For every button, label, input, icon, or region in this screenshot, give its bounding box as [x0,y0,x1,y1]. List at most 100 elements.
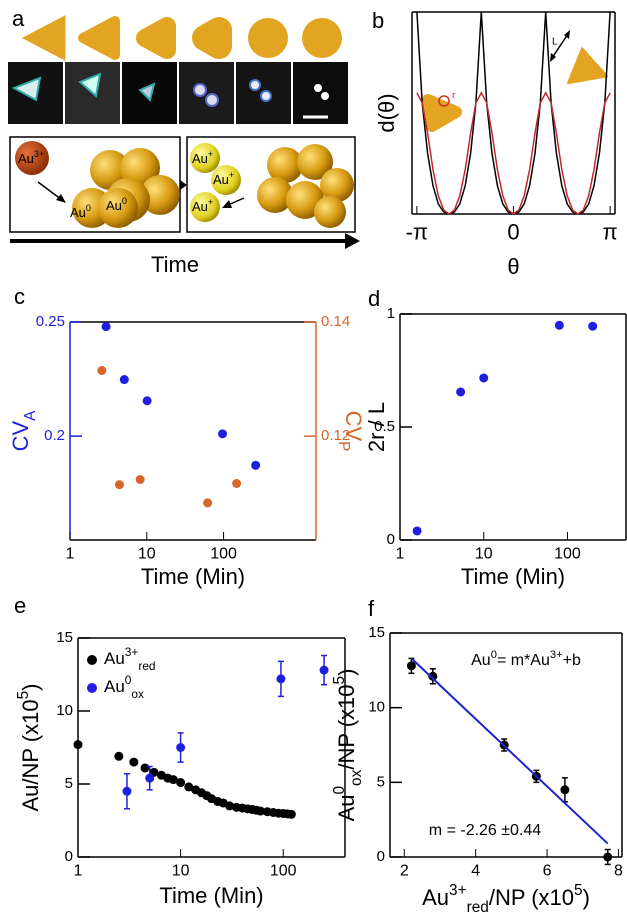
point [428,671,438,681]
y2-tick-label: 0.14 [321,313,350,330]
point [554,320,564,330]
text-part: ) [18,684,43,691]
text-part: Au [106,198,122,213]
ion [211,165,241,195]
arrow [222,200,232,208]
y-tick-label: 5 [65,775,73,792]
text-part: 5 [15,691,32,700]
point [319,665,329,675]
arrow [180,180,187,190]
point [251,460,261,470]
shape [21,15,66,61]
text-part: Au [422,885,449,910]
x-tick-label: 10 [172,863,190,880]
x-tick-label: 8 [614,863,623,880]
text-part: ) [583,885,590,910]
shape [248,18,288,58]
ion-label: Au+ [192,149,213,166]
panel-label: d [368,286,380,311]
text-part: 3+ [550,649,563,661]
point [176,778,186,788]
legend-label: Au0ox [104,673,144,701]
point [142,396,152,406]
y-axis-label: Au/NP (x105) [15,684,43,812]
ion-label: Au0 [106,196,127,213]
text-part: Au [213,172,229,187]
text-part: /NP (x10 [489,885,574,910]
text-part: + [229,170,234,180]
annotation: m = -2.26 ±0.44 [429,822,542,839]
point [145,773,155,783]
text-part: Au [192,199,208,214]
arrow [227,197,245,206]
panel-label: c [14,284,25,309]
text-part: A [22,410,39,421]
point [255,806,265,816]
y-tick-label: 10 [368,699,385,716]
point [101,322,111,332]
point [603,852,613,862]
time-arrow [345,233,360,249]
text-part: Au [334,794,359,821]
text-part: 5 [331,676,348,685]
text-part: Au [18,151,34,166]
legend-label: Au3+red [104,645,156,673]
text-part: ) [334,669,359,676]
panel-label: a [12,6,25,31]
point [232,479,242,489]
y-tick-label: 0.5 [374,418,395,435]
ion-label: Au+ [213,170,234,187]
x-tick-label: 2 [400,863,409,880]
x-tick-label: 100 [210,546,237,563]
x-axis-label: θ [507,254,519,279]
ion-label: Au+ [192,197,213,214]
x-axis-label: Time (Min) [159,883,263,908]
text-part: 0 [491,649,497,661]
y-tick-label: 0.25 [36,313,65,330]
point [406,661,416,671]
point [168,775,178,785]
x-axis-label: Time (Min) [141,564,245,589]
inset: L r [422,30,609,132]
text-part: = m*Au [497,652,550,669]
panel-a: a [8,6,360,277]
inset-label: L [552,37,558,48]
point [479,373,489,383]
y-axis-label: 2r / L [364,402,389,452]
shape [78,16,120,60]
x-tick-label: 6 [543,863,552,880]
y-tick-label: 0 [377,848,385,865]
ion [190,143,220,173]
point [73,740,83,750]
text-part: CV [341,411,366,442]
y-tick-label: 5 [377,773,385,790]
ion-label: Au0 [70,203,91,220]
text-part: 3+ [449,882,467,899]
text-part: red [467,899,489,916]
point [225,801,235,811]
text-part: + [208,149,213,159]
curve [416,91,611,215]
y-axis-label: Au0ox/NP (x105) [331,669,365,822]
x-tick-label: 4 [471,863,480,880]
point [122,786,132,796]
shape [136,17,176,59]
point [218,429,228,439]
point [97,366,107,376]
text-part: P [335,441,352,451]
y-tick-label: 10 [56,702,73,719]
axis-label: Time [151,252,199,277]
text-part: 3+ [34,149,44,159]
text-part: Au [192,151,208,166]
panel-label: b [372,8,384,33]
point [276,674,286,684]
panel-label: e [14,593,26,618]
arrow [56,194,66,203]
point [119,375,129,385]
text-part: 0 [86,203,91,213]
point [176,743,186,752]
text-part: +b [563,652,581,669]
point [412,526,422,536]
x-tick-label: π [603,220,618,245]
